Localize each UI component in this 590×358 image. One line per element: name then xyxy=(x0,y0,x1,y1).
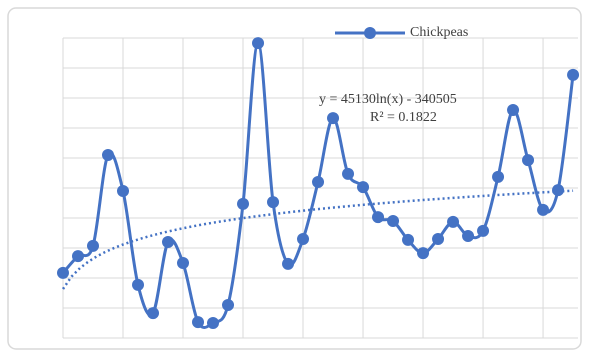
point xyxy=(222,299,235,311)
legend-marker xyxy=(364,27,376,39)
point xyxy=(267,196,280,209)
point xyxy=(357,181,370,194)
point xyxy=(87,239,100,252)
point xyxy=(477,224,490,237)
point xyxy=(552,184,565,197)
point xyxy=(147,307,160,320)
point xyxy=(447,215,460,228)
point xyxy=(177,257,190,269)
point xyxy=(207,317,220,329)
point xyxy=(312,176,325,188)
point xyxy=(57,266,69,279)
point xyxy=(102,149,115,161)
point xyxy=(417,247,430,260)
point xyxy=(162,236,175,248)
trendline-equation: y = 45130ln(x) - 340505 xyxy=(319,92,457,107)
point xyxy=(522,154,535,167)
chart-frame xyxy=(7,7,582,350)
point xyxy=(567,68,580,81)
point xyxy=(462,230,475,242)
point xyxy=(537,203,550,216)
point xyxy=(237,197,250,210)
point xyxy=(432,233,445,245)
point xyxy=(492,170,505,183)
point xyxy=(282,257,295,270)
point xyxy=(372,211,385,224)
point xyxy=(117,185,130,197)
point xyxy=(252,37,265,50)
legend-label: Chickpeas xyxy=(410,25,468,40)
point xyxy=(327,112,340,125)
trendline xyxy=(61,189,574,290)
point xyxy=(297,233,310,245)
trendline-r-squared: R² = 0.1822 xyxy=(370,110,437,125)
point xyxy=(72,250,85,263)
point xyxy=(507,104,520,116)
point xyxy=(402,233,415,246)
point xyxy=(192,316,205,329)
point xyxy=(387,215,400,227)
point xyxy=(342,167,355,180)
point xyxy=(132,278,145,291)
